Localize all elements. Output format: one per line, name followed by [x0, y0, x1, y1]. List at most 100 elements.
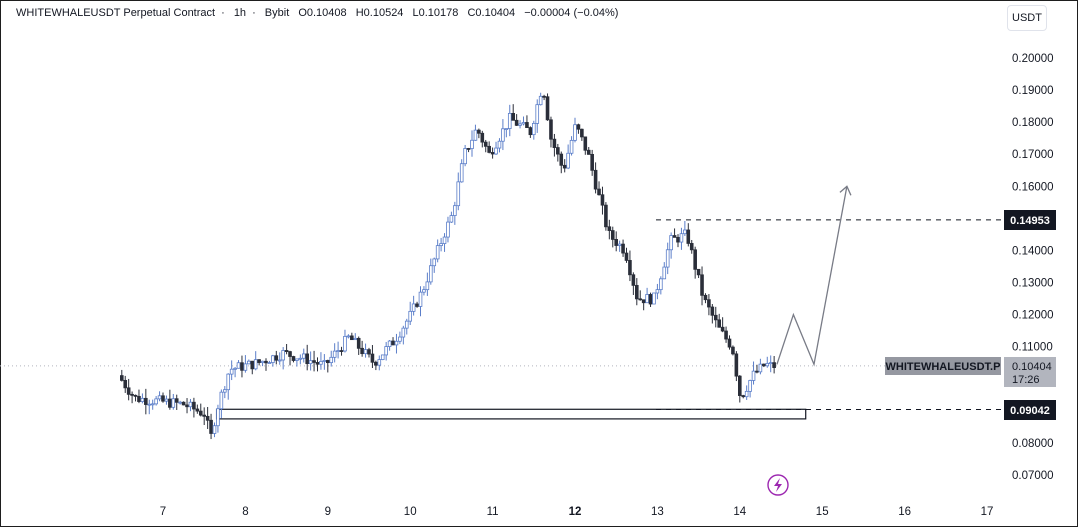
candle-body: [144, 397, 148, 405]
candle-body: [216, 408, 220, 427]
support-zone-rectangle[interactable]: [215, 408, 807, 420]
candle-body: [610, 230, 615, 240]
candle-body: [260, 360, 265, 363]
candle-body: [360, 347, 364, 355]
candle-body: [192, 401, 196, 410]
change-value: −0.00004 (−0.04%): [524, 7, 619, 19]
candle-body: [514, 119, 519, 126]
x-tick-label: 15: [816, 506, 829, 518]
x-tick-label: 10: [404, 506, 417, 518]
candle-body: [700, 274, 704, 296]
candle-body: [549, 119, 553, 140]
candle-body: [367, 349, 371, 355]
y-tick-label: 0.12000: [1012, 310, 1054, 322]
candle-body: [545, 96, 550, 121]
candle-body: [676, 236, 680, 243]
candle-body: [635, 284, 639, 300]
candle-body: [202, 414, 207, 417]
candle-body: [130, 393, 134, 396]
candle-body: [507, 112, 512, 129]
candle-body: [380, 354, 385, 360]
candle-body: [617, 243, 622, 246]
candle-body: [404, 320, 409, 329]
interval-label[interactable]: 1h: [233, 7, 247, 19]
candle-body: [600, 194, 605, 206]
candle-body: [137, 395, 141, 402]
candle-body: [490, 152, 495, 155]
candle-body: [717, 319, 721, 328]
last-price-text: 0.10404: [1012, 361, 1052, 373]
y-tick-label: 0.20000: [1012, 53, 1054, 65]
y-tick-label: 0.17000: [1012, 149, 1054, 161]
x-tick-label: 14: [733, 506, 746, 518]
candle-body: [281, 350, 285, 361]
candle-body: [271, 355, 275, 363]
candle-body: [164, 398, 169, 402]
currency-button[interactable]: USDT: [1007, 5, 1047, 31]
symbol-title[interactable]: WHITEWHALEUSDT Perpetual Contract: [16, 7, 216, 19]
candle-body: [401, 327, 406, 338]
candle-body: [744, 390, 749, 398]
x-tick-label: 9: [325, 506, 331, 518]
symbol-price-tag: WHITEWHALEUSDT.P: [885, 357, 1001, 375]
x-tick-label: 7: [160, 506, 166, 518]
support-price-text: 0.09042: [1010, 405, 1050, 417]
candle-body: [428, 265, 433, 283]
projection-path[interactable]: [776, 186, 848, 367]
candle-body: [762, 363, 766, 367]
candle-body: [473, 129, 478, 141]
y-tick-label: 0.19000: [1012, 85, 1054, 97]
candle-body: [758, 363, 763, 373]
y-tick-label: 0.14000: [1012, 245, 1054, 257]
candle-body: [353, 337, 358, 341]
candle-body: [446, 221, 450, 238]
y-tick-label: 0.16000: [1012, 181, 1054, 193]
candle-body: [411, 303, 416, 312]
candle-body: [387, 340, 392, 347]
candle-body: [301, 353, 306, 359]
candle-body: [720, 326, 725, 332]
candle-body: [477, 129, 481, 134]
x-tick-label: 8: [242, 506, 248, 518]
open-value: O0.10408: [298, 7, 347, 19]
candle-body: [466, 148, 471, 150]
candle-body: [683, 229, 687, 235]
candle-body: [525, 122, 529, 129]
candle-body: [150, 403, 155, 406]
resistance-price-text: 0.14953: [1010, 215, 1050, 227]
candle-body: [631, 274, 636, 286]
candle-body: [120, 375, 124, 381]
candle-body: [665, 249, 670, 268]
candle-body: [126, 387, 131, 395]
low-value: L0.10178: [412, 7, 459, 19]
candle-body: [350, 335, 354, 341]
candle-body: [181, 401, 186, 406]
candle-body: [641, 299, 646, 304]
symbol-tag-text: WHITEWHALEUSDT.P: [886, 361, 1001, 373]
candle-body: [288, 351, 292, 357]
candle-body: [408, 310, 412, 322]
candle-body: [521, 122, 526, 125]
lightning-icon[interactable]: [767, 474, 789, 496]
candle-body: [511, 112, 515, 121]
candle-body: [305, 353, 309, 365]
candle-body: [339, 350, 344, 352]
candle-body: [707, 299, 711, 308]
candle-body: [336, 350, 340, 352]
candle-body: [343, 336, 347, 352]
candle-body: [724, 330, 728, 340]
candle-body: [734, 353, 739, 377]
x-tick-label: 16: [898, 506, 911, 518]
candle-body: [229, 368, 234, 375]
projection-arrowhead: [839, 185, 852, 196]
candle-body: [573, 124, 577, 141]
candle-body: [566, 152, 570, 169]
y-tick-label: 0.11000: [1012, 342, 1053, 354]
candle-body: [212, 425, 217, 434]
candle-body: [590, 153, 594, 171]
candle-body: [542, 95, 546, 98]
candle-body: [552, 138, 557, 148]
candle-body: [356, 337, 361, 349]
